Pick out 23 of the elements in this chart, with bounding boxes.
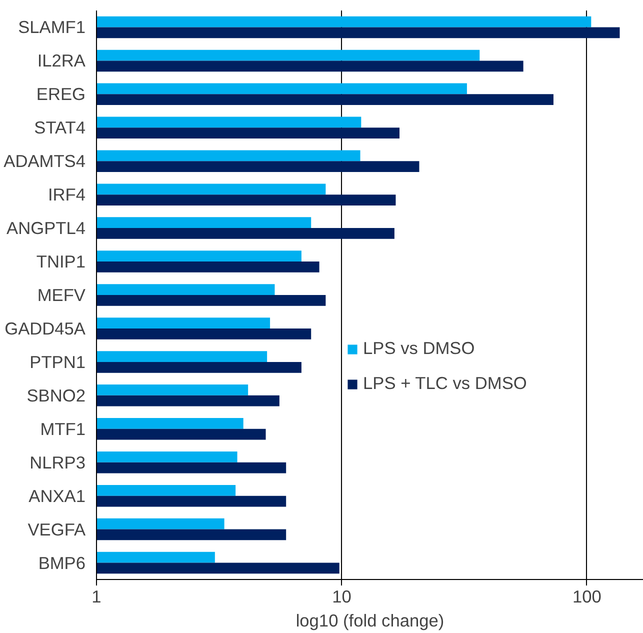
y-tick-label: SLAMF1 <box>18 17 86 38</box>
y-tick-label: NLRP3 <box>30 452 86 472</box>
y-tick-label: IRF4 <box>48 184 86 205</box>
y-tick-label: GADD45A <box>4 318 86 338</box>
y-tick-label: VEGFA <box>28 519 86 540</box>
y-tick-label: SBNO2 <box>26 385 86 406</box>
x-tick-label: 100 <box>572 586 602 606</box>
legend-label: LPS vs DMSO <box>363 338 475 359</box>
y-tick-label: MTF1 <box>40 418 86 439</box>
y-tick-label: MEFV <box>37 285 86 305</box>
y-tick-label: ADAMTS4 <box>4 151 86 172</box>
y-tick-label: PTPN1 <box>30 352 86 372</box>
x-axis-title: log10 (fold change) <box>296 610 444 630</box>
y-tick-label: BMP6 <box>38 552 86 573</box>
x-tick-label: 1 <box>92 586 102 606</box>
legend-label: LPS + TLC vs DMSO <box>363 373 527 394</box>
y-tick-label: TNIP1 <box>36 252 86 272</box>
y-tick-label: IL2RA <box>37 50 86 71</box>
y-tick-label: EREG <box>36 84 86 104</box>
y-tick-label: ANGPTL4 <box>6 218 86 238</box>
y-tick-label: ANXA1 <box>28 486 86 506</box>
x-tick-label: 10 <box>332 586 352 606</box>
y-tick-label: STAT4 <box>34 118 86 138</box>
